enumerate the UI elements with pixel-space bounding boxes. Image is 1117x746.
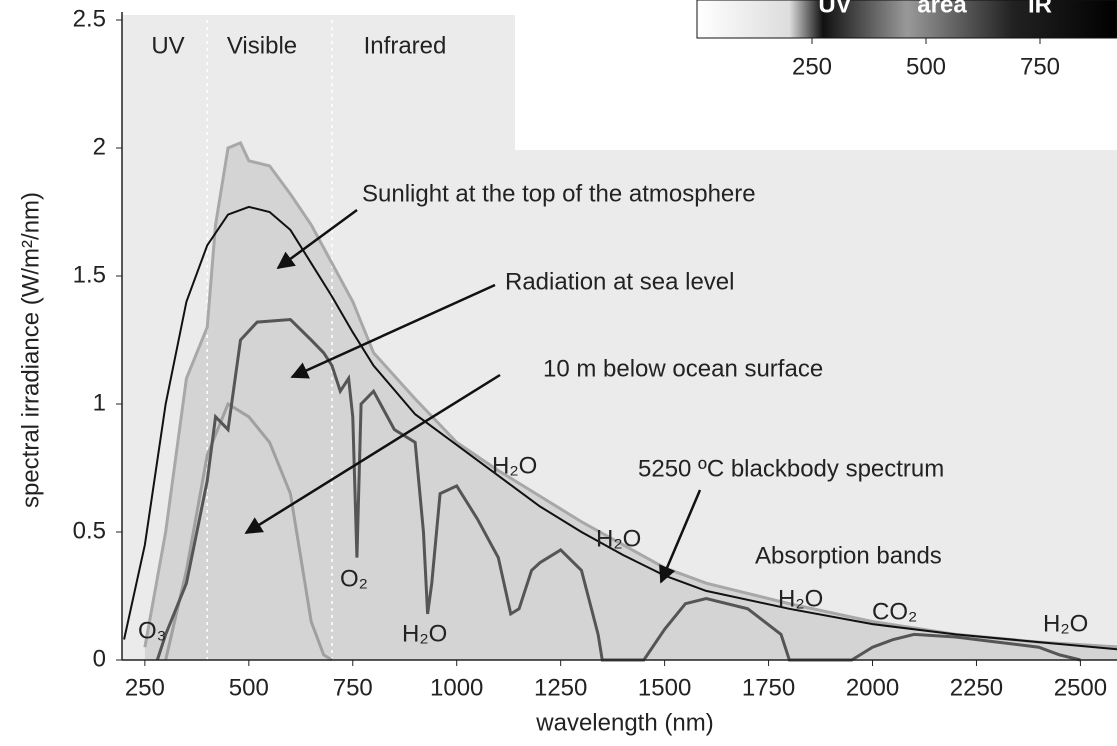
y-tick-label: 1 (93, 389, 106, 416)
arrow (244, 373, 501, 535)
y-tick-label: 2.5 (73, 5, 106, 32)
inset-bar (696, 0, 1117, 39)
x-tick-label: 500 (229, 674, 269, 701)
annotation: H₂O (492, 452, 537, 479)
annotation: H₂O (1043, 610, 1088, 637)
annotation: H₂O (778, 585, 823, 612)
annotation: 10 m below ocean surface (543, 355, 823, 382)
region-label: Visible (227, 32, 297, 59)
series-line (123, 205, 1117, 651)
region-label: UV (151, 32, 184, 59)
x-tick-label: 1750 (742, 674, 795, 701)
region-label: Infrared (364, 32, 447, 59)
annotation: Sunlight at the top of the atmosphere (362, 180, 756, 207)
annotation: H₂O (596, 525, 641, 552)
annotation: 5250 ºC blackbody spectrum (638, 455, 944, 482)
y-tick-label: 0 (93, 645, 106, 672)
inset-label: area (917, 0, 967, 18)
x-tick-label: 2500 (1054, 674, 1107, 701)
x-tick-label: 1500 (638, 674, 691, 701)
area-fill (144, 142, 1117, 660)
x-tick-label: 750 (333, 674, 373, 701)
inset-tick-label: 750 (1020, 53, 1060, 80)
annotation: H₂O (402, 620, 447, 647)
inset-tick-label: 250 (792, 53, 832, 80)
y-tick-label: 2 (93, 133, 106, 160)
arrow (659, 489, 702, 584)
x-tick-label: 2000 (846, 674, 899, 701)
series-line (143, 140, 1117, 649)
x-tick-label: 250 (125, 674, 165, 701)
arrow (290, 283, 496, 379)
x-tick-label: 2250 (950, 674, 1003, 701)
annotation: O₂ (340, 565, 368, 592)
arrow (276, 208, 358, 270)
x-tick-label: 1000 (430, 674, 483, 701)
y-axis-title: spectral irradiance (W/m²/nm) (17, 192, 44, 508)
annotation: Radiation at sea level (505, 268, 734, 295)
inset-label: IR (1028, 0, 1052, 18)
x-axis-title: wavelength (nm) (535, 709, 713, 736)
y-tick-label: 1.5 (73, 261, 106, 288)
x-tick-label: 1250 (534, 674, 587, 701)
series-line (164, 401, 333, 662)
y-tick-label: 0.5 (73, 517, 106, 544)
annotation: CO₂ (872, 598, 917, 625)
inset-label: UV (818, 0, 851, 18)
annotation: Absorption bands (755, 542, 942, 569)
inset-tick-label: 500 (906, 53, 946, 80)
annotation: O₃ (138, 617, 166, 644)
